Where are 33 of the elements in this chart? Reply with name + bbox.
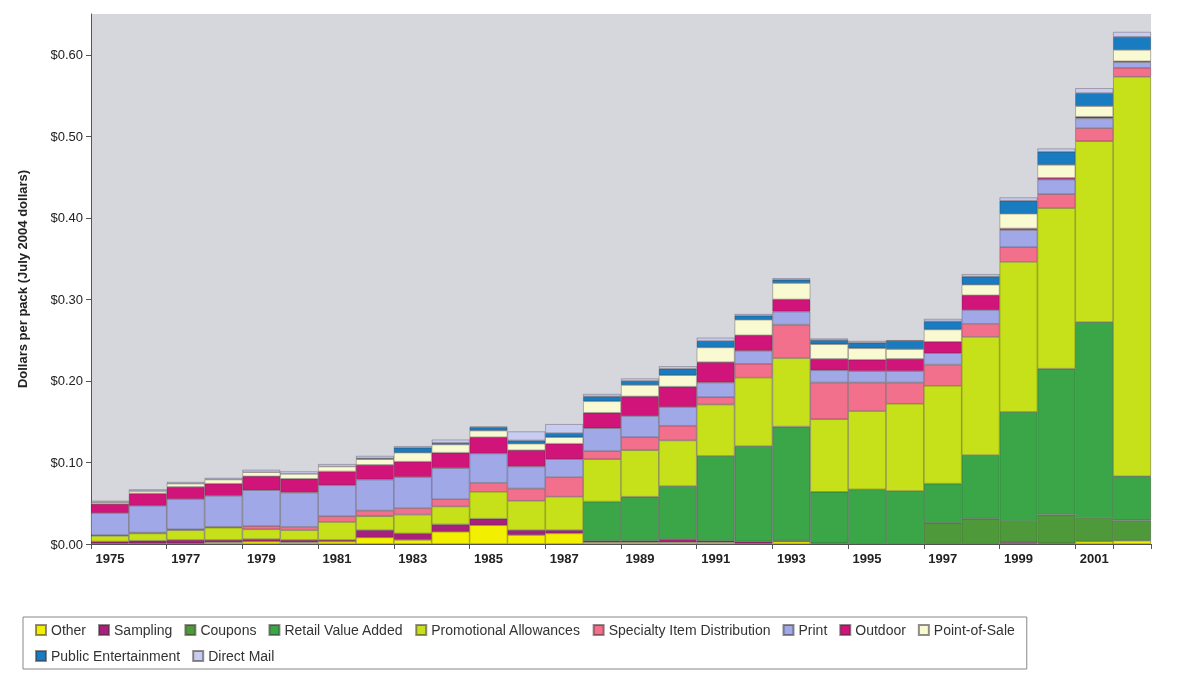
- legend-label: Promotional Allowances: [431, 622, 580, 638]
- x-tick-label: 1975: [95, 551, 125, 566]
- legend-label: Outdoor: [855, 622, 907, 638]
- y-tick-label: $0.60: [50, 47, 83, 63]
- legend-label: Public Entertainment: [51, 648, 181, 664]
- x-tick-label: 1999: [1004, 551, 1033, 566]
- y-axis-title: Dollars per pack (July 2004 dollars): [15, 169, 30, 389]
- y-tick-label: $0.10: [50, 454, 83, 470]
- x-tick-label: 1985: [474, 551, 503, 566]
- legend-label: Sampling: [114, 622, 173, 638]
- legend-label: Point-of-Sale: [933, 622, 1016, 638]
- y-tick-label: $0.00: [50, 536, 83, 552]
- x-tick-label: 1989: [625, 551, 655, 566]
- y-tick-label: $0.50: [50, 128, 83, 144]
- x-tick-label: 1987: [549, 551, 579, 566]
- x-tick-label: 1983: [398, 551, 428, 566]
- x-tick-label: 2001: [1079, 551, 1109, 566]
- x-tick-label: 1993: [776, 551, 806, 566]
- y-tick-label: $0.30: [50, 291, 83, 307]
- x-tick-label: 1995: [852, 551, 882, 566]
- legend-label: Other: [51, 622, 87, 638]
- legend-label: Retail Value Added: [284, 622, 403, 638]
- x-tick-label: 1997: [928, 551, 958, 566]
- legend-label: Direct Mail: [208, 648, 275, 664]
- legend-label: Print: [798, 622, 828, 638]
- x-tick-label: 1991: [701, 551, 731, 566]
- x-tick-label: 1979: [246, 551, 276, 566]
- x-tick-label: 1977: [171, 551, 201, 566]
- legend-label: Coupons: [200, 622, 257, 638]
- x-tick-label: 1981: [322, 551, 352, 566]
- legend-label: Specialty Item Distribution: [608, 622, 771, 638]
- y-tick-label: $0.40: [50, 210, 83, 226]
- y-tick-label: $0.20: [50, 373, 83, 389]
